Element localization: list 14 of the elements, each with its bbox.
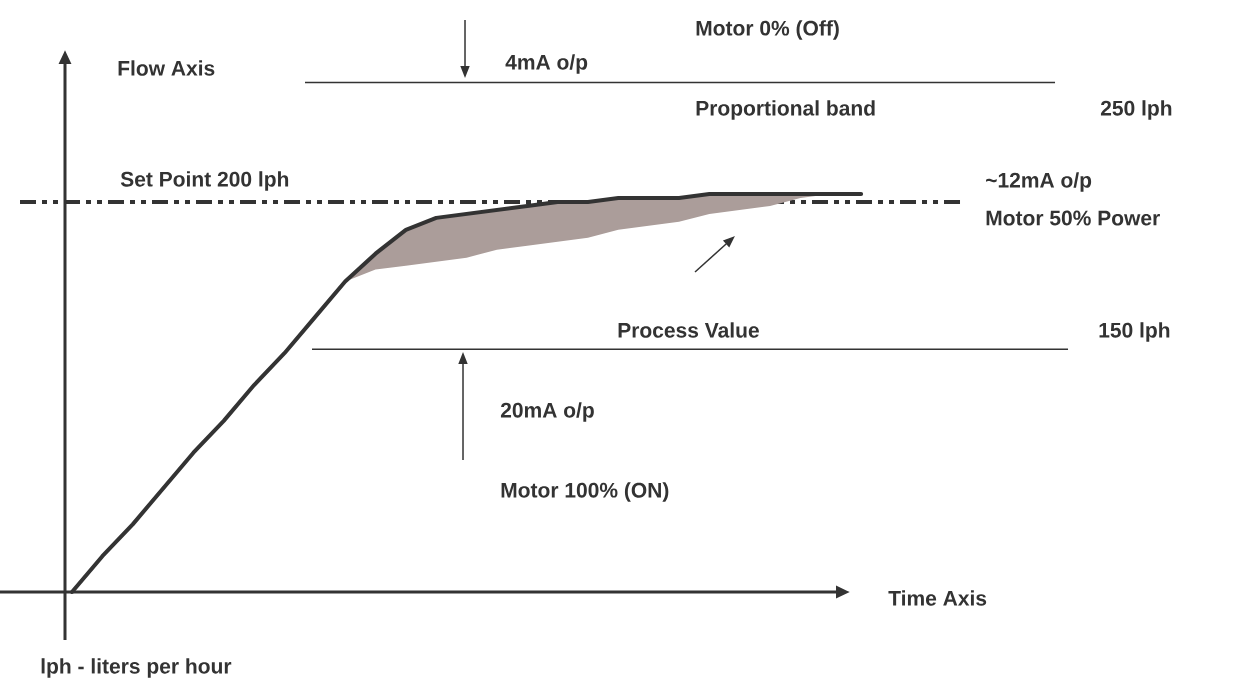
text: Motor 0% (Off) xyxy=(696,20,839,40)
annotation: 20mA o/p xyxy=(500,402,594,422)
text: ~12mA o/p xyxy=(986,172,1092,192)
ref-line-label: 150 lph xyxy=(1099,322,1170,342)
x-axis-title: Time Axis xyxy=(888,590,987,606)
ref-line-label: 250 lph xyxy=(1100,100,1172,120)
text: Flow Axis xyxy=(118,60,215,76)
annotation: Process Value xyxy=(618,322,759,338)
text: Motor 50% Power xyxy=(986,210,1160,226)
text: lph - liters per hour xyxy=(41,658,232,678)
text: 4mA o/p xyxy=(505,54,588,74)
ref-line-label: Set Point 200 lph xyxy=(120,171,289,191)
text: Proportional band xyxy=(696,100,875,120)
annotation: Motor 100% (ON) xyxy=(501,482,669,502)
